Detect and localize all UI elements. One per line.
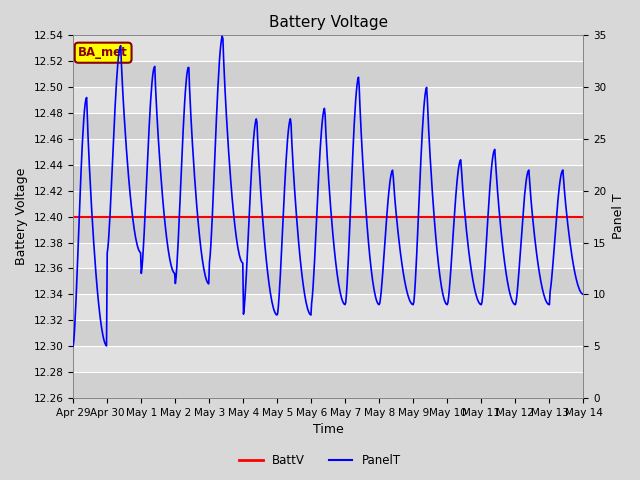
Bar (73, 320, 584, 346)
Bar (73, 165, 584, 191)
Legend: BattV, PanelT: BattV, PanelT (234, 449, 406, 472)
Bar (73, 36, 584, 61)
Bar (73, 242, 584, 268)
Bar (73, 372, 584, 398)
Bar (73, 191, 584, 216)
Y-axis label: Panel T: Panel T (612, 194, 625, 240)
Text: BA_met: BA_met (78, 46, 128, 59)
X-axis label: Time: Time (313, 423, 344, 436)
Bar (73, 113, 584, 139)
Bar (73, 268, 584, 294)
Bar (73, 216, 584, 242)
Bar (73, 139, 584, 165)
Bar (73, 294, 584, 320)
Bar (73, 346, 584, 372)
Title: Battery Voltage: Battery Voltage (269, 15, 388, 30)
Bar (73, 87, 584, 113)
Y-axis label: Battery Voltage: Battery Voltage (15, 168, 28, 265)
Bar (73, 61, 584, 87)
